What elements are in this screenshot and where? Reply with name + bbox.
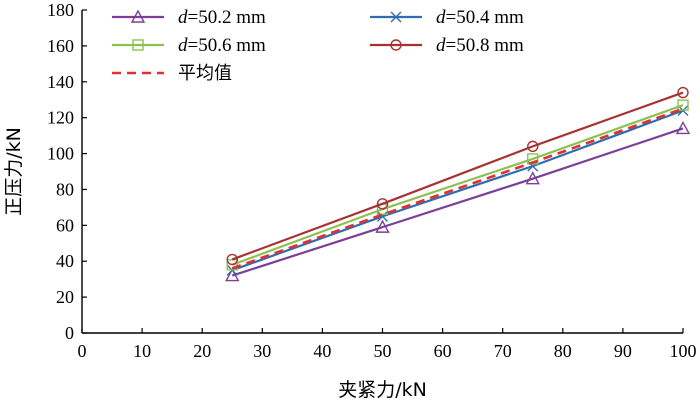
legend-marker bbox=[130, 9, 146, 23]
y-tick-label: 20 bbox=[56, 287, 74, 307]
legend-label-var: d bbox=[436, 7, 446, 28]
data-point bbox=[226, 253, 238, 266]
y-tick-label: 40 bbox=[56, 251, 74, 271]
x-tick-label: 90 bbox=[614, 341, 632, 361]
y-tick-label: 0 bbox=[65, 323, 74, 343]
x-tick-label: 100 bbox=[670, 341, 697, 361]
legend-label: d=50.8 mm bbox=[436, 35, 524, 56]
axes: 0 10 20 30 40 50 60 70 80 90 100 0 20 40 60 80 100 120 140… bbox=[47, 0, 697, 361]
y-tick-label: 120 bbox=[47, 108, 74, 128]
data-point bbox=[377, 210, 388, 222]
series-4 bbox=[231, 107, 684, 270]
legend-label: d=50.2 mm bbox=[178, 7, 266, 28]
series-line bbox=[231, 104, 684, 266]
data-point bbox=[226, 259, 238, 271]
series-line bbox=[231, 91, 684, 261]
legend-entry: d=50.6 mm bbox=[112, 35, 266, 56]
legend-label: d=50.6 mm bbox=[178, 35, 266, 56]
data-point bbox=[677, 99, 689, 111]
y-tick-label: 180 bbox=[47, 0, 74, 20]
data-point bbox=[675, 120, 691, 135]
legend-entry: d=50.8 mm bbox=[370, 35, 524, 56]
x-tick-label: 80 bbox=[554, 341, 572, 361]
series-line bbox=[231, 109, 684, 272]
x-tick-label: 0 bbox=[78, 341, 87, 361]
legend-entry: 平均值 bbox=[112, 63, 232, 84]
y-tick-label: 80 bbox=[56, 179, 74, 199]
y-tick-label: 140 bbox=[47, 72, 74, 92]
legend-label-var: d bbox=[436, 35, 446, 56]
legend-label: 平均值 bbox=[178, 63, 232, 84]
x-tick-label: 20 bbox=[193, 341, 211, 361]
data-point bbox=[376, 198, 389, 210]
legend-label-var: d bbox=[178, 7, 188, 28]
legend-label-rest: =50.6 mm bbox=[188, 35, 266, 56]
series-line bbox=[231, 107, 684, 270]
plot-area bbox=[225, 86, 691, 282]
legend-entry: d=50.4 mm bbox=[370, 7, 524, 28]
legend-marker bbox=[132, 39, 144, 51]
x-tick-label: 60 bbox=[434, 341, 452, 361]
x-tick-label: 40 bbox=[313, 341, 331, 361]
data-point bbox=[527, 153, 539, 165]
data-point bbox=[525, 171, 540, 185]
legend-label-var: d bbox=[178, 35, 188, 56]
series-line bbox=[231, 127, 684, 277]
x-axis-title: 夹紧力/kN bbox=[338, 379, 427, 401]
series-0 bbox=[225, 120, 691, 282]
legend-label: d=50.4 mm bbox=[436, 7, 524, 28]
legend-marker bbox=[390, 39, 402, 51]
x-tick-label: 50 bbox=[374, 341, 392, 361]
data-point bbox=[225, 268, 240, 282]
series-2 bbox=[226, 99, 689, 271]
data-point bbox=[677, 86, 689, 99]
series-3 bbox=[226, 86, 689, 266]
y-tick-label: 160 bbox=[47, 36, 74, 56]
y-axis-title: 正压力/kN bbox=[3, 127, 25, 216]
x-tick-label: 30 bbox=[253, 341, 271, 361]
y-tick-label: 100 bbox=[47, 144, 74, 164]
data-point bbox=[375, 219, 390, 233]
x-tick-label: 10 bbox=[133, 341, 151, 361]
legend-marker bbox=[390, 11, 402, 23]
x-tick-label: 70 bbox=[494, 341, 512, 361]
y-tick-label: 60 bbox=[56, 215, 74, 235]
legend-entry: d=50.2 mm bbox=[112, 7, 266, 28]
legend-label-rest: =50.2 mm bbox=[188, 7, 266, 28]
data-point bbox=[527, 140, 539, 153]
legend-label-rest: =50.4 mm bbox=[446, 7, 524, 28]
legend-label-rest: =50.8 mm bbox=[446, 35, 524, 56]
